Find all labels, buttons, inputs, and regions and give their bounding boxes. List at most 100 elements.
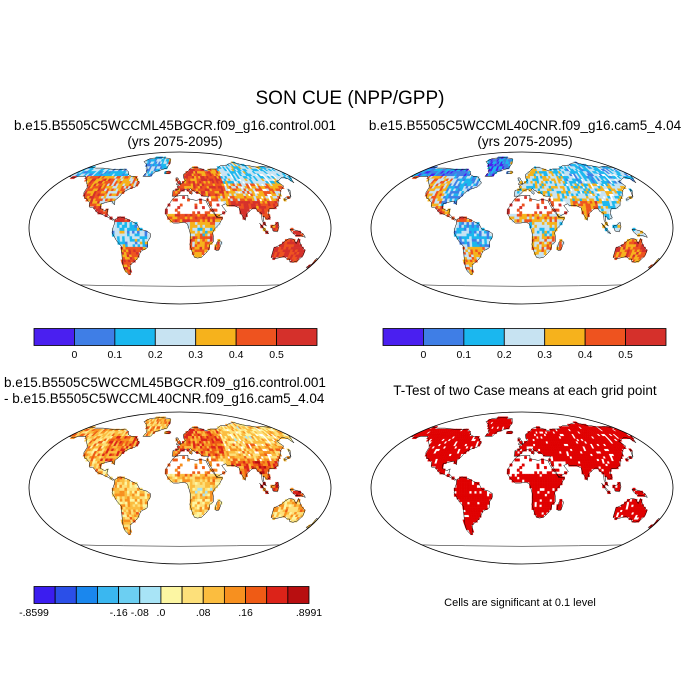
map-cell — [546, 233, 550, 237]
map-cell — [539, 213, 543, 218]
map-cell — [184, 446, 188, 449]
map-cell — [536, 221, 540, 226]
map-cell — [192, 213, 196, 218]
map-cell — [129, 224, 133, 229]
map-cell — [536, 216, 540, 220]
coastline-ic — [505, 170, 514, 175]
map-cell — [217, 481, 221, 486]
map-cell — [134, 490, 138, 495]
map-cell — [174, 208, 178, 212]
map-cells — [408, 156, 663, 287]
map-cell — [539, 219, 543, 223]
map-cell — [531, 219, 535, 223]
map-cell — [172, 458, 176, 462]
map-cell — [224, 196, 229, 199]
map-frame — [28, 151, 332, 305]
map-cell — [538, 254, 542, 258]
map-cell — [463, 227, 467, 232]
map-cell — [182, 219, 186, 223]
map-cell — [204, 244, 208, 248]
map-cell — [469, 272, 474, 276]
coastline-su — [601, 222, 611, 235]
coastline-sa — [453, 216, 493, 276]
map-cell — [132, 241, 136, 245]
map-cell — [192, 230, 196, 235]
map-cell — [209, 473, 213, 478]
map-cell — [627, 168, 635, 172]
map-cell — [536, 236, 540, 240]
map-cell — [543, 251, 547, 256]
map-cell — [199, 509, 203, 513]
map-cell — [202, 476, 206, 480]
map-cell — [184, 479, 188, 483]
map-cell — [124, 188, 129, 192]
map-cell — [127, 241, 131, 245]
map-cell — [197, 496, 201, 500]
map-cell — [184, 181, 187, 184]
map-cell — [197, 216, 201, 220]
map-cell — [511, 213, 515, 218]
map-cell — [559, 221, 563, 226]
map-cell — [177, 181, 181, 184]
map-cell — [194, 241, 198, 245]
map-cell — [126, 493, 131, 497]
map-cell — [283, 428, 291, 432]
map-cell — [476, 241, 480, 245]
map-cell — [177, 471, 181, 475]
map-cell — [129, 241, 133, 245]
map-cell — [534, 213, 538, 218]
map-cell — [204, 479, 208, 483]
map-cell — [275, 487, 279, 492]
map-cell — [119, 230, 123, 235]
map-cell — [266, 198, 270, 202]
map-cell — [174, 458, 178, 462]
map-cell — [116, 221, 120, 226]
map-cell — [207, 213, 211, 218]
map-cell — [119, 496, 123, 500]
map-cell — [126, 221, 130, 226]
map-cell — [201, 511, 205, 516]
map-cell — [194, 496, 198, 500]
map-cell — [119, 493, 123, 497]
map-cell — [189, 473, 193, 478]
map-cell — [132, 506, 136, 510]
map-cell — [519, 206, 523, 210]
map-cell — [199, 213, 203, 218]
map-cell — [191, 249, 196, 253]
map-cell — [521, 219, 525, 223]
map-cell — [169, 476, 173, 480]
map-cell — [134, 257, 138, 261]
map-cell — [201, 251, 205, 256]
map-cell — [539, 238, 543, 243]
map-cell — [476, 236, 480, 240]
map-cell — [526, 186, 530, 189]
map-cell — [192, 504, 196, 508]
map-cell — [119, 219, 123, 223]
map-cell — [534, 227, 538, 232]
map-cell — [209, 236, 213, 240]
map-cell — [182, 456, 186, 459]
map-cell — [192, 219, 196, 223]
map-cell — [134, 504, 139, 508]
map-cell — [167, 213, 171, 218]
map-cell — [295, 493, 299, 497]
map-cell — [217, 221, 221, 226]
map-cell — [119, 487, 123, 492]
map-cell — [521, 203, 525, 207]
map-cell — [207, 476, 211, 480]
map-cell — [235, 191, 239, 194]
map-cell — [511, 216, 515, 220]
map-cell — [122, 501, 126, 505]
map-cell — [139, 496, 143, 500]
map-cell — [137, 246, 141, 250]
map-cell — [549, 241, 553, 245]
panel-difference-title-line1: b.e15.B5505C5WCCML45BGCR.f09_g16.control… — [4, 375, 326, 390]
map-cell — [204, 211, 208, 215]
map-cell — [541, 238, 545, 243]
map-cell — [144, 238, 148, 243]
map-cell — [556, 224, 561, 229]
map-cell — [124, 484, 128, 489]
map-cell — [134, 236, 138, 240]
coastline-na — [68, 427, 140, 481]
